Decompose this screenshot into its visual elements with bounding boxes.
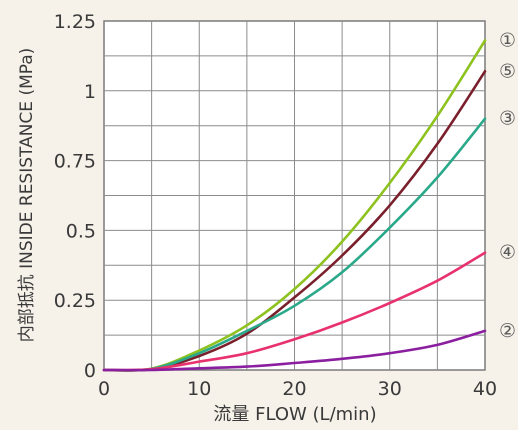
x-tick-label: 20 xyxy=(282,378,306,400)
grid-lines xyxy=(104,21,485,370)
y-tick-label: 0 xyxy=(84,360,96,382)
series-label-1: ① xyxy=(499,30,516,52)
y-tick-label: 0.75 xyxy=(54,151,96,173)
x-tick-label: 10 xyxy=(187,378,211,400)
y-axis-title: 内部抵抗 INSIDE RESISTANCE (MPa) xyxy=(17,48,37,343)
series-label-3: ③ xyxy=(499,108,516,130)
y-tick-label: 1.25 xyxy=(54,11,96,33)
series-line-4 xyxy=(102,251,487,372)
y-tick-label: 0.5 xyxy=(66,220,96,242)
x-tick-label: 0 xyxy=(98,378,110,400)
series-label-4: ④ xyxy=(499,242,516,264)
series-line-5 xyxy=(102,329,487,372)
series-label-5: ② xyxy=(499,320,516,342)
x-tick-label: 40 xyxy=(473,378,497,400)
series-lines xyxy=(102,39,487,372)
series-labels: ① ⑤ ③ ④ ② xyxy=(499,30,516,342)
x-tick-label: 30 xyxy=(378,378,402,400)
series-label-2: ⑤ xyxy=(499,60,516,82)
tick-labels: 0 10 20 30 40 0 0.25 0.5 0.75 1 1.25 xyxy=(54,11,497,400)
y-tick-label: 0.25 xyxy=(54,290,96,312)
y-tick-label: 1 xyxy=(84,81,96,103)
series-line-3 xyxy=(102,117,487,372)
x-axis-title: 流量 FLOW (L/min) xyxy=(213,404,376,425)
